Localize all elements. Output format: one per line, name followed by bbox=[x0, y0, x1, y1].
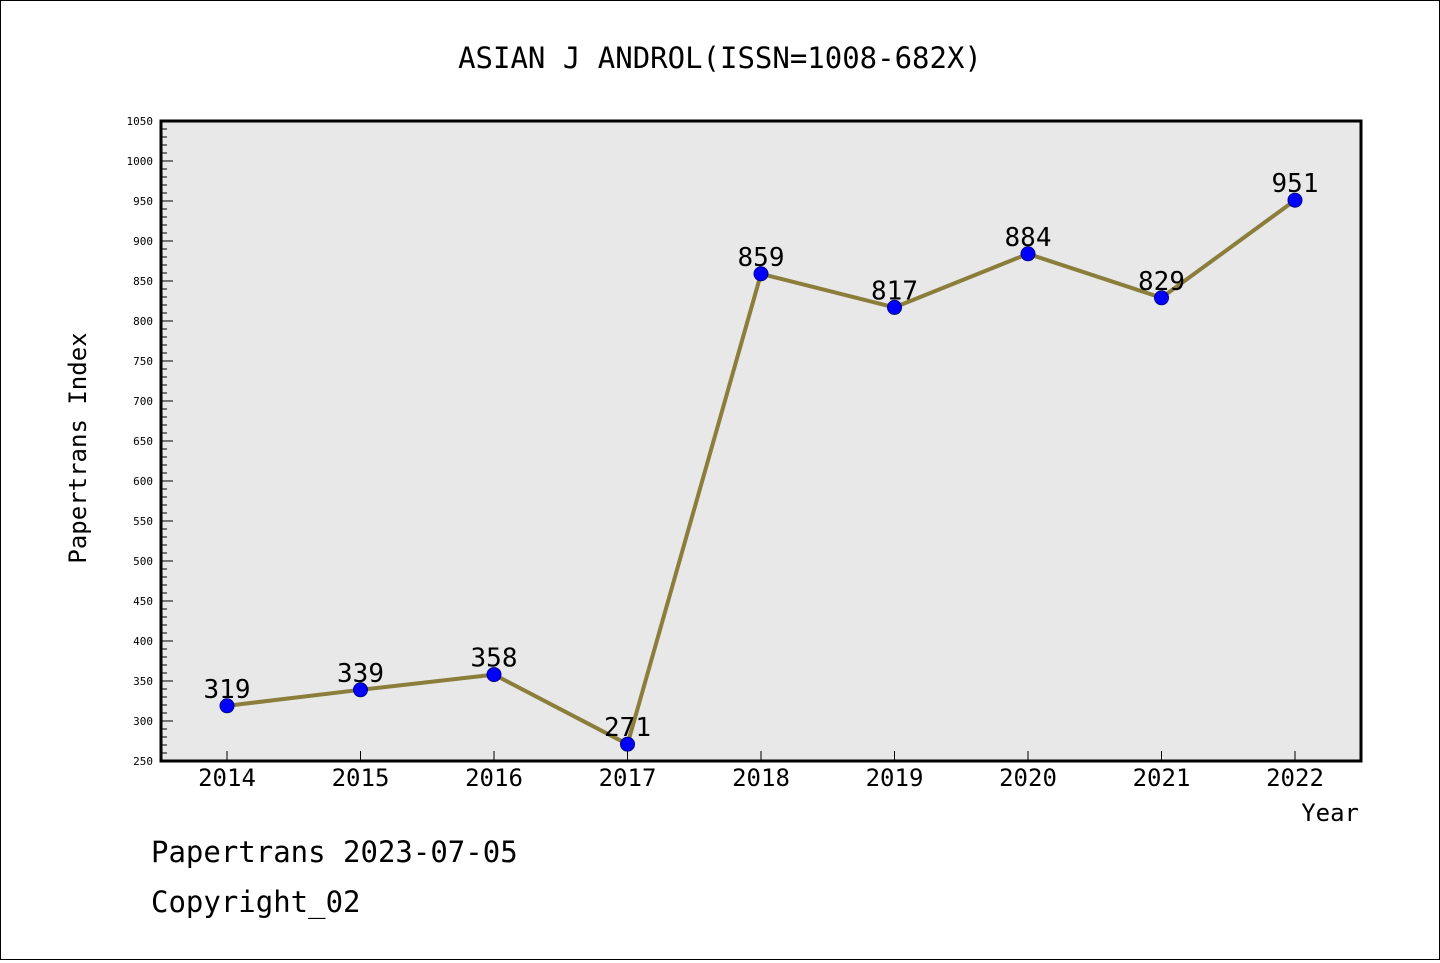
data-point bbox=[620, 736, 635, 752]
y-tick-label: 850 bbox=[133, 275, 153, 288]
chart-title: ASIAN J ANDROL(ISSN=1008-682X) bbox=[458, 41, 982, 75]
x-tick-label: 2015 bbox=[332, 764, 390, 792]
y-tick-label: 950 bbox=[133, 195, 153, 208]
footer-date: Papertrans 2023-07-05 bbox=[151, 835, 518, 869]
x-tick-label: 2019 bbox=[866, 764, 924, 792]
data-label: 829 bbox=[1138, 267, 1185, 297]
x-tick-label: 2020 bbox=[999, 764, 1057, 792]
data-point bbox=[219, 698, 235, 714]
data-point bbox=[887, 299, 902, 315]
x-axis-label: Year bbox=[1301, 799, 1359, 827]
y-tick-label: 400 bbox=[133, 635, 153, 648]
data-label: 358 bbox=[471, 644, 518, 674]
y-tick-label: 650 bbox=[133, 435, 153, 448]
y-tick-label: 300 bbox=[133, 715, 153, 728]
data-point bbox=[753, 266, 769, 282]
x-tick-label: 2021 bbox=[1133, 764, 1191, 792]
data-label: 817 bbox=[871, 276, 918, 306]
data-label: 319 bbox=[204, 675, 251, 705]
plot-area: 250 300 350 400 450 500 550 600 650 700 750 800 850 9… bbox=[127, 115, 1363, 792]
y-tick-label: 500 bbox=[133, 555, 153, 568]
y-tick-label: 750 bbox=[133, 355, 153, 368]
y-tick-label: 450 bbox=[133, 595, 153, 608]
y-tick-label: 350 bbox=[133, 675, 153, 688]
data-point bbox=[486, 667, 502, 683]
x-tick-label: 2016 bbox=[465, 764, 523, 792]
plot-background bbox=[161, 121, 1361, 761]
y-tick-label: 550 bbox=[133, 515, 153, 528]
y-tick-label: 250 bbox=[133, 755, 153, 768]
x-tick-label: 2014 bbox=[198, 764, 256, 792]
y-tick-label: 600 bbox=[133, 475, 153, 488]
footer-copyright: Copyright_02 bbox=[151, 885, 361, 919]
y-tick-label: 900 bbox=[133, 235, 153, 248]
y-tick-label: 1050 bbox=[127, 115, 154, 128]
x-tick-label: 2022 bbox=[1266, 764, 1324, 792]
data-label: 951 bbox=[1272, 169, 1319, 199]
plot-border bbox=[159, 119, 1363, 763]
x-tick-label: 2018 bbox=[732, 764, 790, 792]
data-point bbox=[1154, 290, 1169, 306]
data-label: 884 bbox=[1005, 223, 1052, 253]
data-label: 859 bbox=[738, 243, 785, 273]
x-tick-label: 2017 bbox=[599, 764, 657, 792]
y-tick-label: 700 bbox=[133, 395, 153, 408]
data-label: 339 bbox=[337, 659, 384, 689]
y-axis-label: Papertrans Index bbox=[64, 332, 92, 563]
y-tick-label: 1000 bbox=[127, 155, 154, 168]
data-label: 271 bbox=[604, 713, 651, 743]
data-point bbox=[1020, 246, 1036, 262]
data-point bbox=[1287, 192, 1303, 208]
data-point bbox=[353, 682, 368, 698]
y-tick-label: 800 bbox=[133, 315, 153, 328]
